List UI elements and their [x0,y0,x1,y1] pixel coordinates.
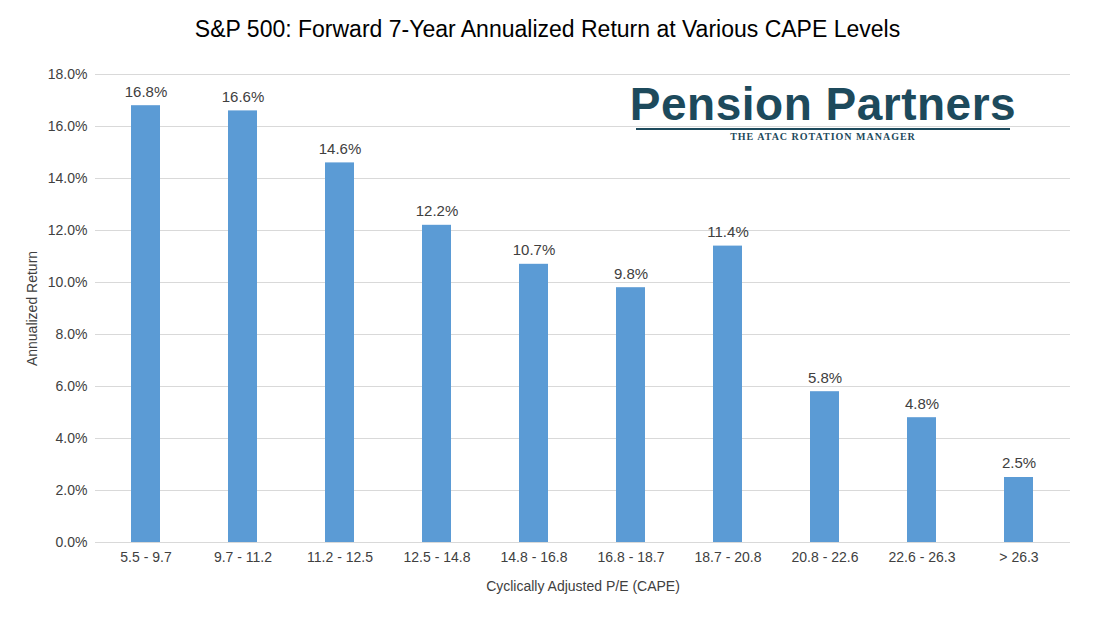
svg-text:9.8%: 9.8% [614,265,648,282]
svg-text:10.7%: 10.7% [513,241,556,258]
svg-text:12.2%: 12.2% [416,202,459,219]
svg-text:16.0%: 16.0% [48,118,88,134]
svg-text:16.6%: 16.6% [222,88,265,105]
html-text:S&P 500: Forward 7-Year Annual: S&P 500: Forward 7-Year Annualized Retur… [194,16,901,42]
svg-text:> 26.3: > 26.3 [999,549,1039,565]
svg-text:4.8%: 4.8% [905,395,939,412]
svg-text:2.0%: 2.0% [56,482,88,498]
svg-text:20.8 - 22.6: 20.8 - 22.6 [792,549,859,565]
svg-text:Cyclically Adjusted P/E (CAPE): Cyclically Adjusted P/E (CAPE) [486,578,680,594]
svg-text:18.7 - 20.8: 18.7 - 20.8 [695,549,762,565]
svg-text:11.4%: 11.4% [707,223,748,240]
html-text:THE ATAC ROTATION MANAGER: THE ATAC ROTATION MANAGER [730,131,916,142]
svg-text:18.0%: 18.0% [48,66,88,82]
svg-text:Annualized Return: Annualized Return [24,251,40,366]
svg-text:5.5 - 9.7: 5.5 - 9.7 [120,549,172,565]
svg-text:2.5%: 2.5% [1002,454,1036,471]
svg-text:14.0%: 14.0% [48,170,88,186]
svg-text:0.0%: 0.0% [56,534,88,550]
svg-text:6.0%: 6.0% [56,378,88,394]
html-text:Pension Partners: Pension Partners [629,78,1017,130]
svg-text:5.8%: 5.8% [808,369,842,386]
svg-text:4.0%: 4.0% [56,430,88,446]
svg-text:16.8%: 16.8% [125,83,168,100]
svg-text:9.7 - 11.2: 9.7 - 11.2 [214,549,272,565]
svg-text:22.6 - 26.3: 22.6 - 26.3 [889,549,956,565]
svg-text:14.6%: 14.6% [319,140,362,157]
svg-text:8.0%: 8.0% [56,326,88,342]
svg-text:11.2 - 12.5: 11.2 - 12.5 [307,549,373,565]
svg-text:16.8 - 18.7: 16.8 - 18.7 [598,549,665,565]
svg-text:12.5 - 14.8: 12.5 - 14.8 [404,549,471,565]
svg-text:14.8 - 16.8: 14.8 - 16.8 [501,549,568,565]
svg-text:12.0%: 12.0% [48,222,88,238]
svg-text:10.0%: 10.0% [48,274,88,290]
